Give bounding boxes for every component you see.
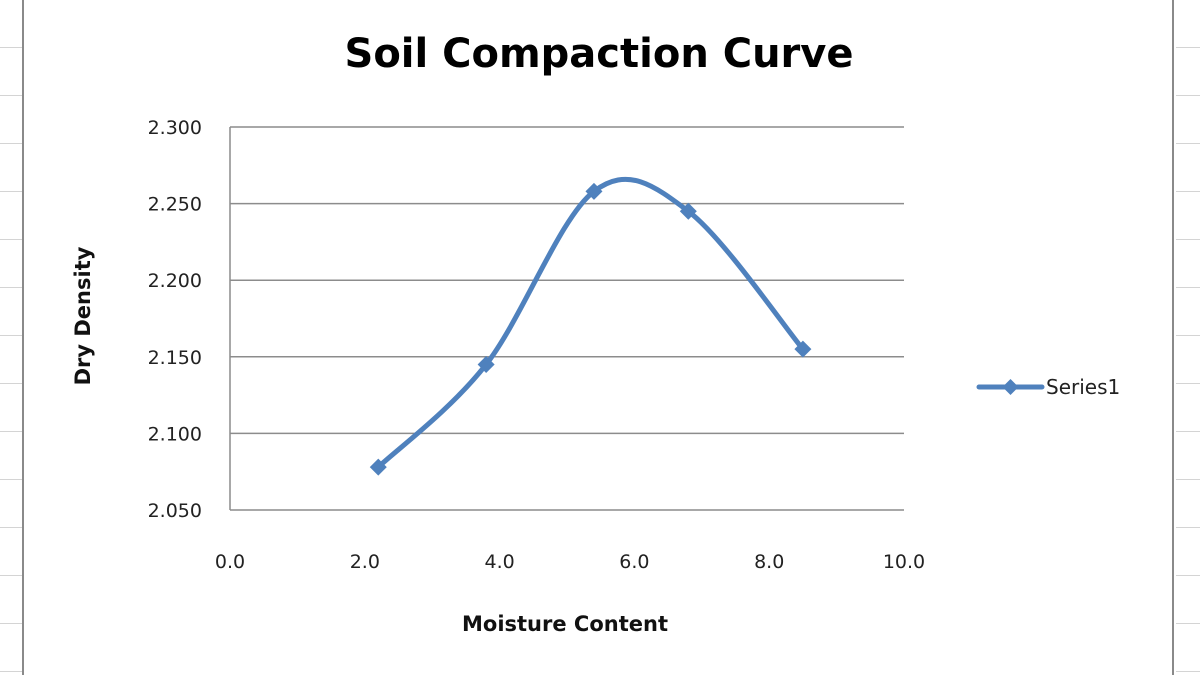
x-tick-label-4: 8.0: [754, 551, 784, 573]
legend-label-series1: Series1: [1046, 375, 1120, 399]
legend-marker-series1: [1002, 379, 1019, 395]
x-tick-label-2: 4.0: [484, 551, 514, 573]
data-point-5: [794, 340, 812, 358]
series-layer: [369, 176, 812, 476]
data-point-2: [477, 355, 495, 373]
data-point-1: [369, 458, 387, 476]
x-tick-label-0: 0.0: [215, 551, 245, 573]
x-axis-title: Moisture Content: [462, 612, 668, 636]
y-axis-title: Dry Density: [71, 246, 95, 385]
gridlines: [229, 126, 904, 511]
y-tick-label-4: 2.250: [148, 194, 202, 216]
legend: Series1: [976, 375, 1120, 399]
chart-svg: Soil Compaction Curve 2.050 2.100 2.150 2.2…: [71, 31, 1120, 636]
y-tick-label-3: 2.200: [148, 270, 202, 292]
sheet-gridlines-left: [0, 0, 22, 675]
tick-labels: 2.050 2.100 2.150 2.200 2.250 2.300 0.0 2.0 4.0 6…: [148, 117, 926, 573]
x-tick-label-1: 2.0: [350, 551, 380, 573]
data-point-4: [679, 202, 697, 220]
x-tick-label-3: 6.0: [619, 551, 649, 573]
chart-container[interactable]: Soil Compaction Curve 2.050 2.100 2.150 2.2…: [22, 0, 1174, 675]
x-tick-label-5: 10.0: [883, 551, 925, 573]
series-line-1: [375, 176, 806, 470]
y-tick-label-5: 2.300: [148, 117, 202, 139]
chart-title: Soil Compaction Curve: [345, 31, 854, 77]
y-tick-label-0: 2.050: [148, 500, 202, 522]
y-tick-label-1: 2.100: [148, 423, 202, 445]
y-tick-label-2: 2.150: [148, 347, 202, 369]
sheet-gridlines-right: [1176, 0, 1200, 675]
data-point-3: [585, 182, 603, 200]
